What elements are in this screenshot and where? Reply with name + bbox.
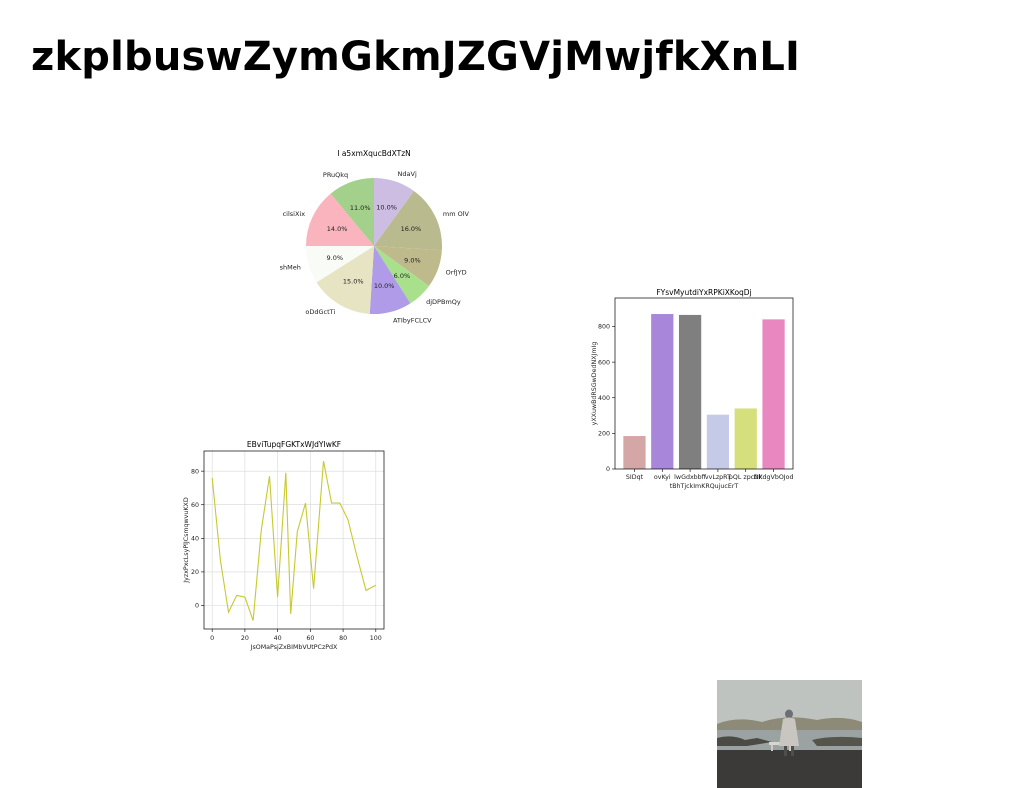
photo-rocks <box>717 736 772 746</box>
pie-pct-label: 9.0% <box>404 256 421 264</box>
line-y-label: JyzxPxcLsyPlJCsmqwvuKXD <box>183 497 190 584</box>
pie-slice <box>330 178 374 246</box>
pie-pct-label: 16.0% <box>401 225 422 233</box>
photo-rocks-right <box>812 736 862 746</box>
bar-x-label: tBhTjckImKRQujucErT <box>670 483 739 490</box>
pie-slice <box>374 246 442 286</box>
pie-slice-label: OrfJYD <box>446 268 467 276</box>
line-x-tick-label: 0 <box>210 635 214 642</box>
bar-chart-svg: FYsvMyutdiYxRPKiXKoqDj SIDqt ovKyi lwGdxbbf… <box>591 288 794 490</box>
photo-bench-leg-left <box>771 745 773 751</box>
bar <box>706 414 730 469</box>
line-y-tick-label: 0 <box>195 603 199 610</box>
line-x-tick-label: 40 <box>274 635 282 642</box>
bar-y-tick-label: 600 <box>598 359 610 366</box>
line-y-tick-label: 60 <box>191 502 199 509</box>
line-y-tick-label: 20 <box>191 569 199 576</box>
photo-bench-leg-right <box>789 745 791 751</box>
pie-slice-label: NdaVj <box>398 170 417 178</box>
pie-slice <box>374 190 442 251</box>
line-chart: EBviTupqFGKTxWJdYIwKF 0 20 40 60 80 100 0 20 40 60… <box>180 438 390 653</box>
pie-pct-label: 9.0% <box>327 254 344 262</box>
bar-x-tick-label: pQL zpcNk <box>729 474 763 481</box>
pie-slice <box>316 246 374 314</box>
pie-pct-label: 6.0% <box>394 272 411 280</box>
line-chart-svg: EBviTupqFGKTxWJdYIwKF 0 20 40 60 80 100 0 20 40 60… <box>183 440 385 651</box>
line-plot-frame <box>203 450 385 630</box>
landscape-photo <box>717 680 862 788</box>
pie-pct-label: 14.0% <box>327 225 348 233</box>
line-x-tick-label: 100 <box>370 635 382 642</box>
photo-figure-head <box>785 709 793 719</box>
bar <box>651 314 674 469</box>
pie-slice <box>369 246 411 314</box>
bar-x-tick-label: DKdgVbOJod <box>754 474 794 481</box>
bar <box>678 314 702 469</box>
bar <box>762 319 785 469</box>
pie-slice <box>374 178 414 246</box>
page-title: zkplbuswZymGkmJZGVjMwjfkXnLI <box>31 34 801 80</box>
photo-scene <box>717 680 862 788</box>
pie-chart: I a5xmXqucBdXTzN 10.0% NdaVj 16.0% mm OlV 9.0… <box>280 145 480 340</box>
line-x-tick-label: 20 <box>241 635 249 642</box>
pie-slice-label: mm OlV <box>443 210 470 218</box>
bar-y-tick-label: 400 <box>598 395 610 402</box>
photo-figure-body <box>779 717 799 746</box>
pie-slice <box>306 246 374 283</box>
pie-pct-label: 10.0% <box>376 204 397 212</box>
pie-slice-label: cilsiXix <box>283 210 306 218</box>
pie-slice-label: shMeh <box>280 264 301 272</box>
bar-chart: FYsvMyutdiYxRPKiXKoqDj SIDqt ovKyi lwGdxbbf… <box>585 285 800 490</box>
bar-x-tick-label: lwGdxbbff <box>674 474 706 481</box>
pie-slice <box>374 246 430 304</box>
pie-title: I a5xmXqucBdXTzN <box>337 149 411 158</box>
line-y-tick-label: 80 <box>191 468 199 475</box>
pie-slice <box>306 193 374 246</box>
line-x-tick-label: 80 <box>339 635 347 642</box>
bar-x-tick-label: ovKyi <box>654 474 671 481</box>
pie-pct-label: 11.0% <box>350 204 371 212</box>
pie-chart-svg: I a5xmXqucBdXTzN 10.0% NdaVj 16.0% mm OlV 9.0… <box>280 149 470 324</box>
pie-slice-label: PRuQkq <box>323 171 348 179</box>
bar-plot-frame <box>614 297 794 470</box>
bar <box>734 408 757 469</box>
line-x-tick-label: 60 <box>306 635 314 642</box>
photo-figure-leg-right <box>791 746 794 756</box>
bar-y-tick-label: 800 <box>598 324 610 331</box>
bar <box>623 436 646 469</box>
bar-y-label: yXXuwBdRSGwDedNXJmIg <box>591 342 598 426</box>
pie-slice-label: oDdGctTi <box>305 308 335 316</box>
bar-title: FYsvMyutdiYxRPKiXKoqDj <box>656 288 751 297</box>
bar-x-tick-label: vvLzpRT <box>705 474 731 481</box>
pie-slice-label: ATIbyFCLCV <box>393 316 432 324</box>
bar-y-tick-label: 200 <box>598 431 610 438</box>
photo-figure-leg-left <box>784 746 787 756</box>
photo-ground <box>717 750 862 788</box>
bar-y-tick-label: 0 <box>606 466 610 473</box>
line-y-tick-label: 40 <box>191 536 199 543</box>
line-x-label: JsOMaPsjZxBIMbVUtPCzPdX <box>250 644 338 651</box>
line-series <box>211 460 377 621</box>
pie-pct-label: 10.0% <box>374 282 395 290</box>
pie-pct-label: 15.0% <box>343 278 364 286</box>
pie-slice-label: djDPBmQy <box>426 298 461 306</box>
bar-x-tick-label: SIDqt <box>626 474 644 481</box>
line-title: EBviTupqFGKTxWJdYIwKF <box>247 440 341 449</box>
